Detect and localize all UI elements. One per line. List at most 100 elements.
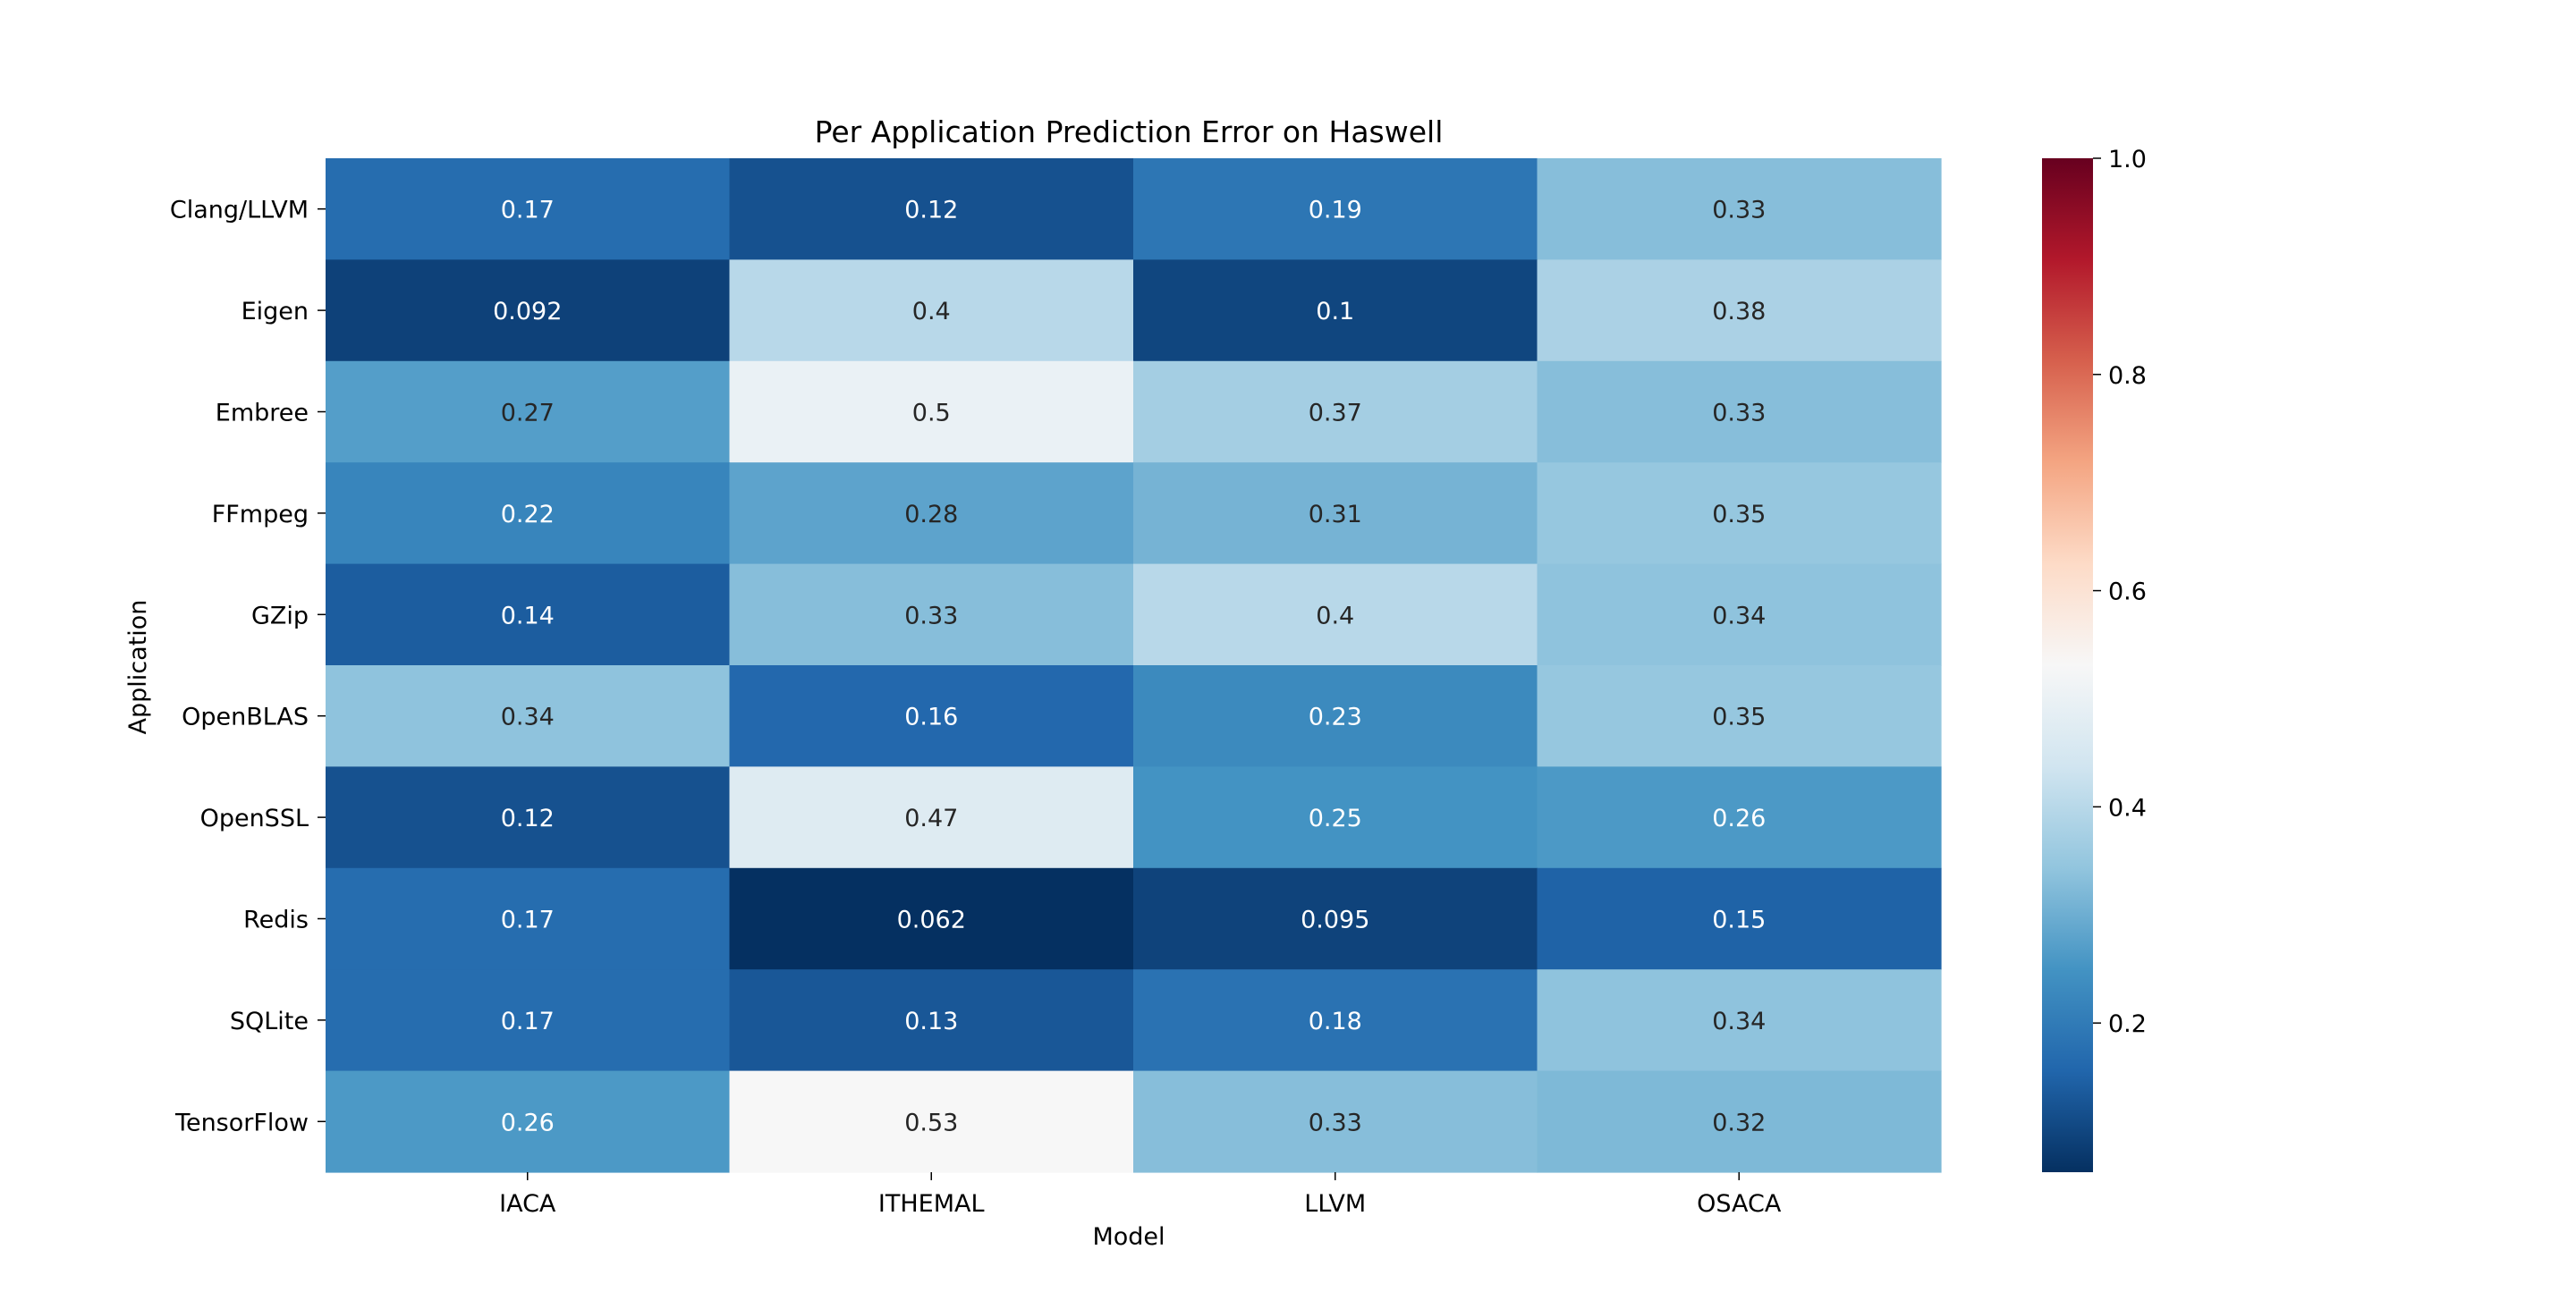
cell-value-label: 0.47 — [904, 805, 958, 832]
heatmap-cell — [1133, 1070, 1538, 1173]
heatmap-cell — [729, 563, 1134, 666]
cell-value-label: 0.17 — [501, 907, 555, 934]
heatmap-cell — [1537, 867, 1942, 970]
y-tick-label: OpenBLAS — [182, 704, 309, 731]
x-tick-label: ITHEMAL — [878, 1190, 985, 1218]
cell-value-label: 0.31 — [1309, 501, 1362, 528]
cell-value-label: 0.12 — [501, 805, 555, 832]
colorbar — [2042, 158, 2093, 1172]
cell-value-label: 0.26 — [501, 1109, 555, 1136]
heatmap-cell — [729, 665, 1134, 767]
cell-value-label: 0.34 — [1712, 602, 1766, 629]
cell-value-label: 0.18 — [1309, 1008, 1362, 1035]
heatmap-cell — [326, 969, 731, 1072]
x-tick-label: LLVM — [1304, 1190, 1366, 1218]
y-tick-label: GZip — [251, 602, 309, 629]
cell-value-label: 0.13 — [904, 1008, 958, 1035]
y-axis-label: Application — [124, 600, 152, 735]
heatmap-cell — [1537, 563, 1942, 666]
cell-value-label: 0.37 — [1309, 400, 1362, 427]
cell-value-label: 0.4 — [912, 298, 951, 325]
colorbar-tick-label: 0.8 — [2108, 362, 2147, 390]
cell-value-label: 0.23 — [1309, 704, 1362, 731]
y-tick-label: FFmpeg — [212, 501, 309, 528]
cell-value-label: 0.53 — [904, 1109, 958, 1136]
heatmap-cell-labels: 0.17 0.12 0.19 0.33 0.092 0.4 0.1 0.38 0.27 0.5 0.… — [493, 197, 1766, 1137]
cell-value-label: 0.17 — [501, 197, 555, 224]
heatmap-cell — [1537, 259, 1942, 362]
heatmap-cell — [729, 1070, 1134, 1173]
chart-title: Per Application Prediction Error on Hasw… — [815, 114, 1444, 149]
x-tick-label: IACA — [499, 1190, 556, 1218]
heatmap-cell — [1537, 360, 1942, 463]
colorbar-tick-label: 0.6 — [2108, 578, 2147, 606]
cell-value-label: 0.092 — [493, 298, 562, 325]
cell-value-label: 0.12 — [904, 197, 958, 224]
heatmap-cell — [1133, 766, 1538, 869]
x-tick-label: OSACA — [1697, 1190, 1782, 1218]
heatmap-cell — [326, 563, 731, 666]
heatmap-cell — [729, 360, 1134, 463]
cell-value-label: 0.095 — [1301, 907, 1369, 934]
cell-value-label: 0.22 — [501, 501, 555, 528]
heatmap-cell — [326, 259, 731, 362]
heatmap-cell — [729, 766, 1134, 869]
cell-value-label: 0.1 — [1316, 298, 1354, 325]
cell-value-label: 0.5 — [912, 400, 951, 427]
x-axis: IACA ITHEMAL LLVM OSACA — [499, 1172, 1782, 1218]
y-tick-label: Redis — [243, 907, 309, 934]
heatmap-cell — [1133, 462, 1538, 565]
cell-value-label: 0.33 — [1712, 197, 1766, 224]
cell-value-label: 0.26 — [1712, 805, 1766, 832]
heatmap-cell — [326, 158, 731, 260]
heatmap-cells — [326, 158, 1942, 1173]
cell-value-label: 0.33 — [904, 602, 958, 629]
x-axis-label: Model — [1092, 1223, 1165, 1251]
cell-value-label: 0.4 — [1316, 602, 1354, 629]
y-tick-label: TensorFlow — [174, 1109, 309, 1136]
heatmap-cell — [1133, 665, 1538, 767]
heatmap-cell — [326, 1070, 731, 1173]
heatmap-cell — [1537, 766, 1942, 869]
y-axis: Clang/LLVM Eigen Embree FFmpeg GZip OpenBLAS O… — [170, 197, 326, 1136]
cell-value-label: 0.062 — [897, 907, 966, 934]
cell-value-label: 0.33 — [1309, 1109, 1362, 1136]
cell-value-label: 0.25 — [1309, 805, 1362, 832]
cell-value-label: 0.35 — [1712, 704, 1766, 731]
colorbar-ticks: 0.2 0.4 0.6 0.8 1.0 — [2093, 146, 2147, 1038]
cell-value-label: 0.17 — [501, 1008, 555, 1035]
heatmap-cell — [1133, 259, 1538, 362]
heatmap-cell — [729, 867, 1134, 970]
colorbar-tick-label: 0.2 — [2108, 1010, 2147, 1038]
cell-value-label: 0.27 — [501, 400, 555, 427]
heatmap-cell — [1133, 563, 1538, 666]
y-tick-label: Clang/LLVM — [170, 197, 309, 224]
colorbar-tick-label: 1.0 — [2108, 146, 2147, 173]
heatmap-cell — [1537, 969, 1942, 1072]
cell-value-label: 0.14 — [501, 602, 555, 629]
heatmap-cell — [1537, 1070, 1942, 1173]
heatmap-cell — [729, 462, 1134, 565]
y-tick-label: Embree — [216, 400, 309, 427]
heatmap-cell — [326, 867, 731, 970]
heatmap-cell — [1133, 867, 1538, 970]
cell-value-label: 0.34 — [1712, 1008, 1766, 1035]
cell-value-label: 0.33 — [1712, 400, 1766, 427]
heatmap-cell — [729, 158, 1134, 260]
heatmap-cell — [326, 462, 731, 565]
heatmap-cell — [326, 766, 731, 869]
heatmap-cell — [1537, 158, 1942, 260]
heatmap-cell — [1133, 969, 1538, 1072]
cell-value-label: 0.19 — [1309, 197, 1362, 224]
cell-value-label: 0.15 — [1712, 907, 1766, 934]
heatmap-cell — [729, 969, 1134, 1072]
heatmap-cell — [326, 665, 731, 767]
cell-value-label: 0.35 — [1712, 501, 1766, 528]
heatmap-cell — [1537, 665, 1942, 767]
y-tick-label: Eigen — [242, 298, 309, 325]
cell-value-label: 0.16 — [904, 704, 958, 731]
heatmap-cell — [1133, 360, 1538, 463]
cell-value-label: 0.32 — [1712, 1109, 1766, 1136]
